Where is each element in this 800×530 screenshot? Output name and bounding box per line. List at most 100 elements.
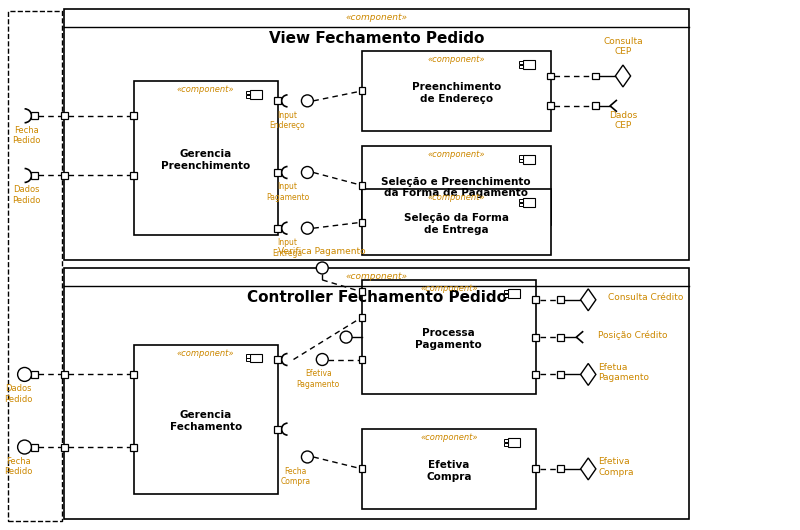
Text: Dados
Pedido: Dados Pedido — [12, 186, 41, 205]
Bar — [504, 294, 508, 297]
Bar — [274, 98, 281, 104]
Bar — [518, 199, 523, 202]
Bar — [274, 225, 281, 232]
Bar — [504, 443, 508, 446]
Bar — [130, 371, 138, 378]
Circle shape — [18, 367, 31, 382]
Text: Input
Entrega: Input Entrega — [273, 238, 302, 258]
Bar — [31, 444, 38, 450]
Circle shape — [302, 166, 314, 179]
Bar — [592, 73, 598, 79]
Bar — [518, 65, 523, 68]
Circle shape — [316, 262, 328, 274]
Bar — [358, 356, 366, 363]
Text: Seleção e Preenchimento
da Forma de Pagamento: Seleção e Preenchimento da Forma de Paga… — [382, 176, 531, 198]
Bar — [547, 73, 554, 79]
Bar — [508, 289, 520, 298]
Bar — [31, 112, 38, 119]
Bar — [557, 465, 564, 472]
Circle shape — [18, 440, 31, 454]
Text: Verifica Pagamento: Verifica Pagamento — [278, 247, 366, 256]
Bar — [561, 275, 674, 514]
Bar — [504, 439, 508, 442]
Bar — [358, 219, 366, 226]
Text: Input
Endereço: Input Endereço — [270, 111, 306, 130]
Bar — [557, 334, 564, 341]
Bar — [250, 90, 262, 99]
Bar — [64, 268, 690, 519]
Text: Gerencia
Fechamento: Gerencia Fechamento — [170, 410, 242, 432]
Text: Processa
Pagamento: Processa Pagamento — [415, 328, 482, 350]
Circle shape — [302, 95, 314, 107]
Bar — [557, 296, 564, 303]
Bar — [358, 314, 366, 321]
Bar — [532, 371, 539, 378]
Bar — [8, 11, 62, 520]
Bar — [358, 87, 366, 94]
Bar — [274, 169, 281, 176]
Bar — [592, 102, 598, 109]
Text: Efetiva
Compra: Efetiva Compra — [598, 457, 634, 476]
Bar — [362, 429, 536, 509]
Text: Dados
Pedido: Dados Pedido — [5, 384, 33, 404]
Bar — [504, 290, 508, 293]
Bar — [130, 444, 138, 450]
Text: Controller Fechamento Pedido: Controller Fechamento Pedido — [247, 290, 507, 305]
Bar — [134, 81, 278, 235]
Text: Efetiva
Compra: Efetiva Compra — [426, 460, 471, 482]
Bar — [31, 172, 38, 179]
Text: Posição Crédito: Posição Crédito — [598, 330, 668, 340]
Bar — [532, 334, 539, 341]
Text: «component»: «component» — [427, 149, 485, 158]
Circle shape — [302, 451, 314, 463]
Text: Preenchimento
de Endereço: Preenchimento de Endereço — [412, 82, 501, 104]
Bar — [61, 172, 68, 179]
Text: Input
Pagamento: Input Pagamento — [266, 182, 309, 202]
Text: «component»: «component» — [346, 272, 408, 281]
Bar — [518, 61, 523, 64]
Bar — [532, 296, 539, 303]
Text: Fecha
Compra: Fecha Compra — [281, 467, 310, 487]
Text: Efetiva
Pagamento: Efetiva Pagamento — [297, 369, 340, 389]
Text: Gerencia
Preenchimento: Gerencia Preenchimento — [161, 149, 250, 171]
Text: Consulta
CEP: Consulta CEP — [603, 37, 642, 56]
Bar — [532, 465, 539, 472]
Text: Efetua
Pagamento: Efetua Pagamento — [598, 363, 649, 382]
Bar — [362, 146, 550, 225]
Bar — [31, 371, 38, 378]
Bar — [358, 182, 366, 189]
Bar — [522, 155, 535, 164]
Text: «component»: «component» — [420, 433, 478, 442]
Bar — [250, 354, 262, 363]
Circle shape — [340, 331, 352, 343]
Bar — [547, 102, 554, 109]
Bar — [508, 438, 520, 447]
Bar — [274, 426, 281, 432]
Text: «component»: «component» — [420, 284, 478, 293]
Text: Consulta Crédito: Consulta Crédito — [608, 293, 683, 302]
Bar — [134, 344, 278, 494]
Bar — [130, 172, 138, 179]
Bar — [274, 356, 281, 363]
Text: «component»: «component» — [427, 193, 485, 202]
Bar — [64, 10, 690, 260]
Bar — [130, 112, 138, 119]
Circle shape — [316, 354, 328, 366]
Text: «component»: «component» — [427, 55, 485, 64]
Text: View Fechamento Pedido: View Fechamento Pedido — [269, 31, 485, 46]
Text: Dados
CEP: Dados CEP — [609, 111, 637, 130]
Bar — [61, 112, 68, 119]
Bar — [557, 371, 564, 378]
Bar — [522, 60, 535, 69]
Bar — [362, 189, 550, 255]
Bar — [246, 355, 250, 358]
Bar — [358, 465, 366, 472]
Bar — [246, 95, 250, 98]
Text: Fecha
Pedido: Fecha Pedido — [5, 457, 33, 476]
Bar — [362, 280, 536, 394]
Bar — [246, 91, 250, 94]
Bar — [61, 371, 68, 378]
Text: «component»: «component» — [346, 13, 408, 22]
Bar — [518, 160, 523, 163]
Bar — [358, 288, 366, 295]
